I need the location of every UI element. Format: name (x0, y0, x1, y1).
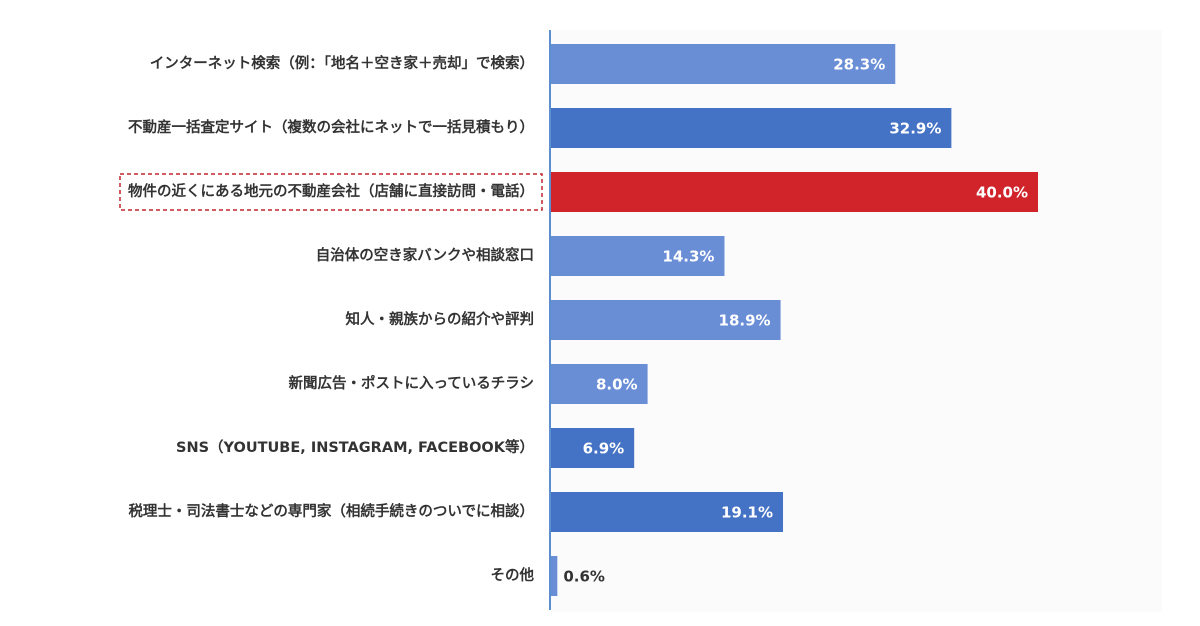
category-label: 知人・親族からの紹介や評判 (346, 310, 535, 328)
category-label: 税理士・司法書士などの専門家（相続手続きのついでに相談） (128, 502, 534, 520)
bar (550, 492, 784, 532)
category-label: 物件の近くにある地元の不動産会社（店舗に直接訪問・電話） (128, 182, 534, 200)
bar (550, 236, 725, 276)
value-label: 8.0% (596, 376, 638, 394)
value-label: 0.6% (563, 568, 605, 586)
category-label: その他 (491, 566, 535, 584)
bar (550, 44, 896, 84)
value-label: 19.1% (721, 504, 773, 522)
value-label: 32.9% (889, 120, 941, 138)
category-label: 自治体の空き家バンクや相談窓口 (316, 246, 534, 264)
bar (550, 300, 781, 340)
bar (550, 556, 558, 596)
bar (550, 172, 1038, 212)
bar (550, 428, 635, 468)
value-label: 14.3% (662, 248, 714, 266)
value-label: 28.3% (833, 56, 885, 74)
category-label: 新聞広告・ポストに入っているチラシ (289, 374, 534, 392)
bar (550, 364, 648, 404)
category-label: インターネット検索（例：「地名＋空き家＋売却」で検索） (150, 54, 534, 72)
bar (550, 108, 952, 148)
value-label: 6.9% (583, 440, 625, 458)
category-label: SNS（YOUTUBE, INSTAGRAM, FACEBOOK等） (176, 438, 534, 456)
category-label: 不動産一括査定サイト（複数の会社にネットで一括見積もり） (128, 118, 534, 136)
value-label: 40.0% (976, 184, 1028, 202)
value-label: 18.9% (719, 312, 771, 330)
highlight-box (119, 173, 543, 211)
